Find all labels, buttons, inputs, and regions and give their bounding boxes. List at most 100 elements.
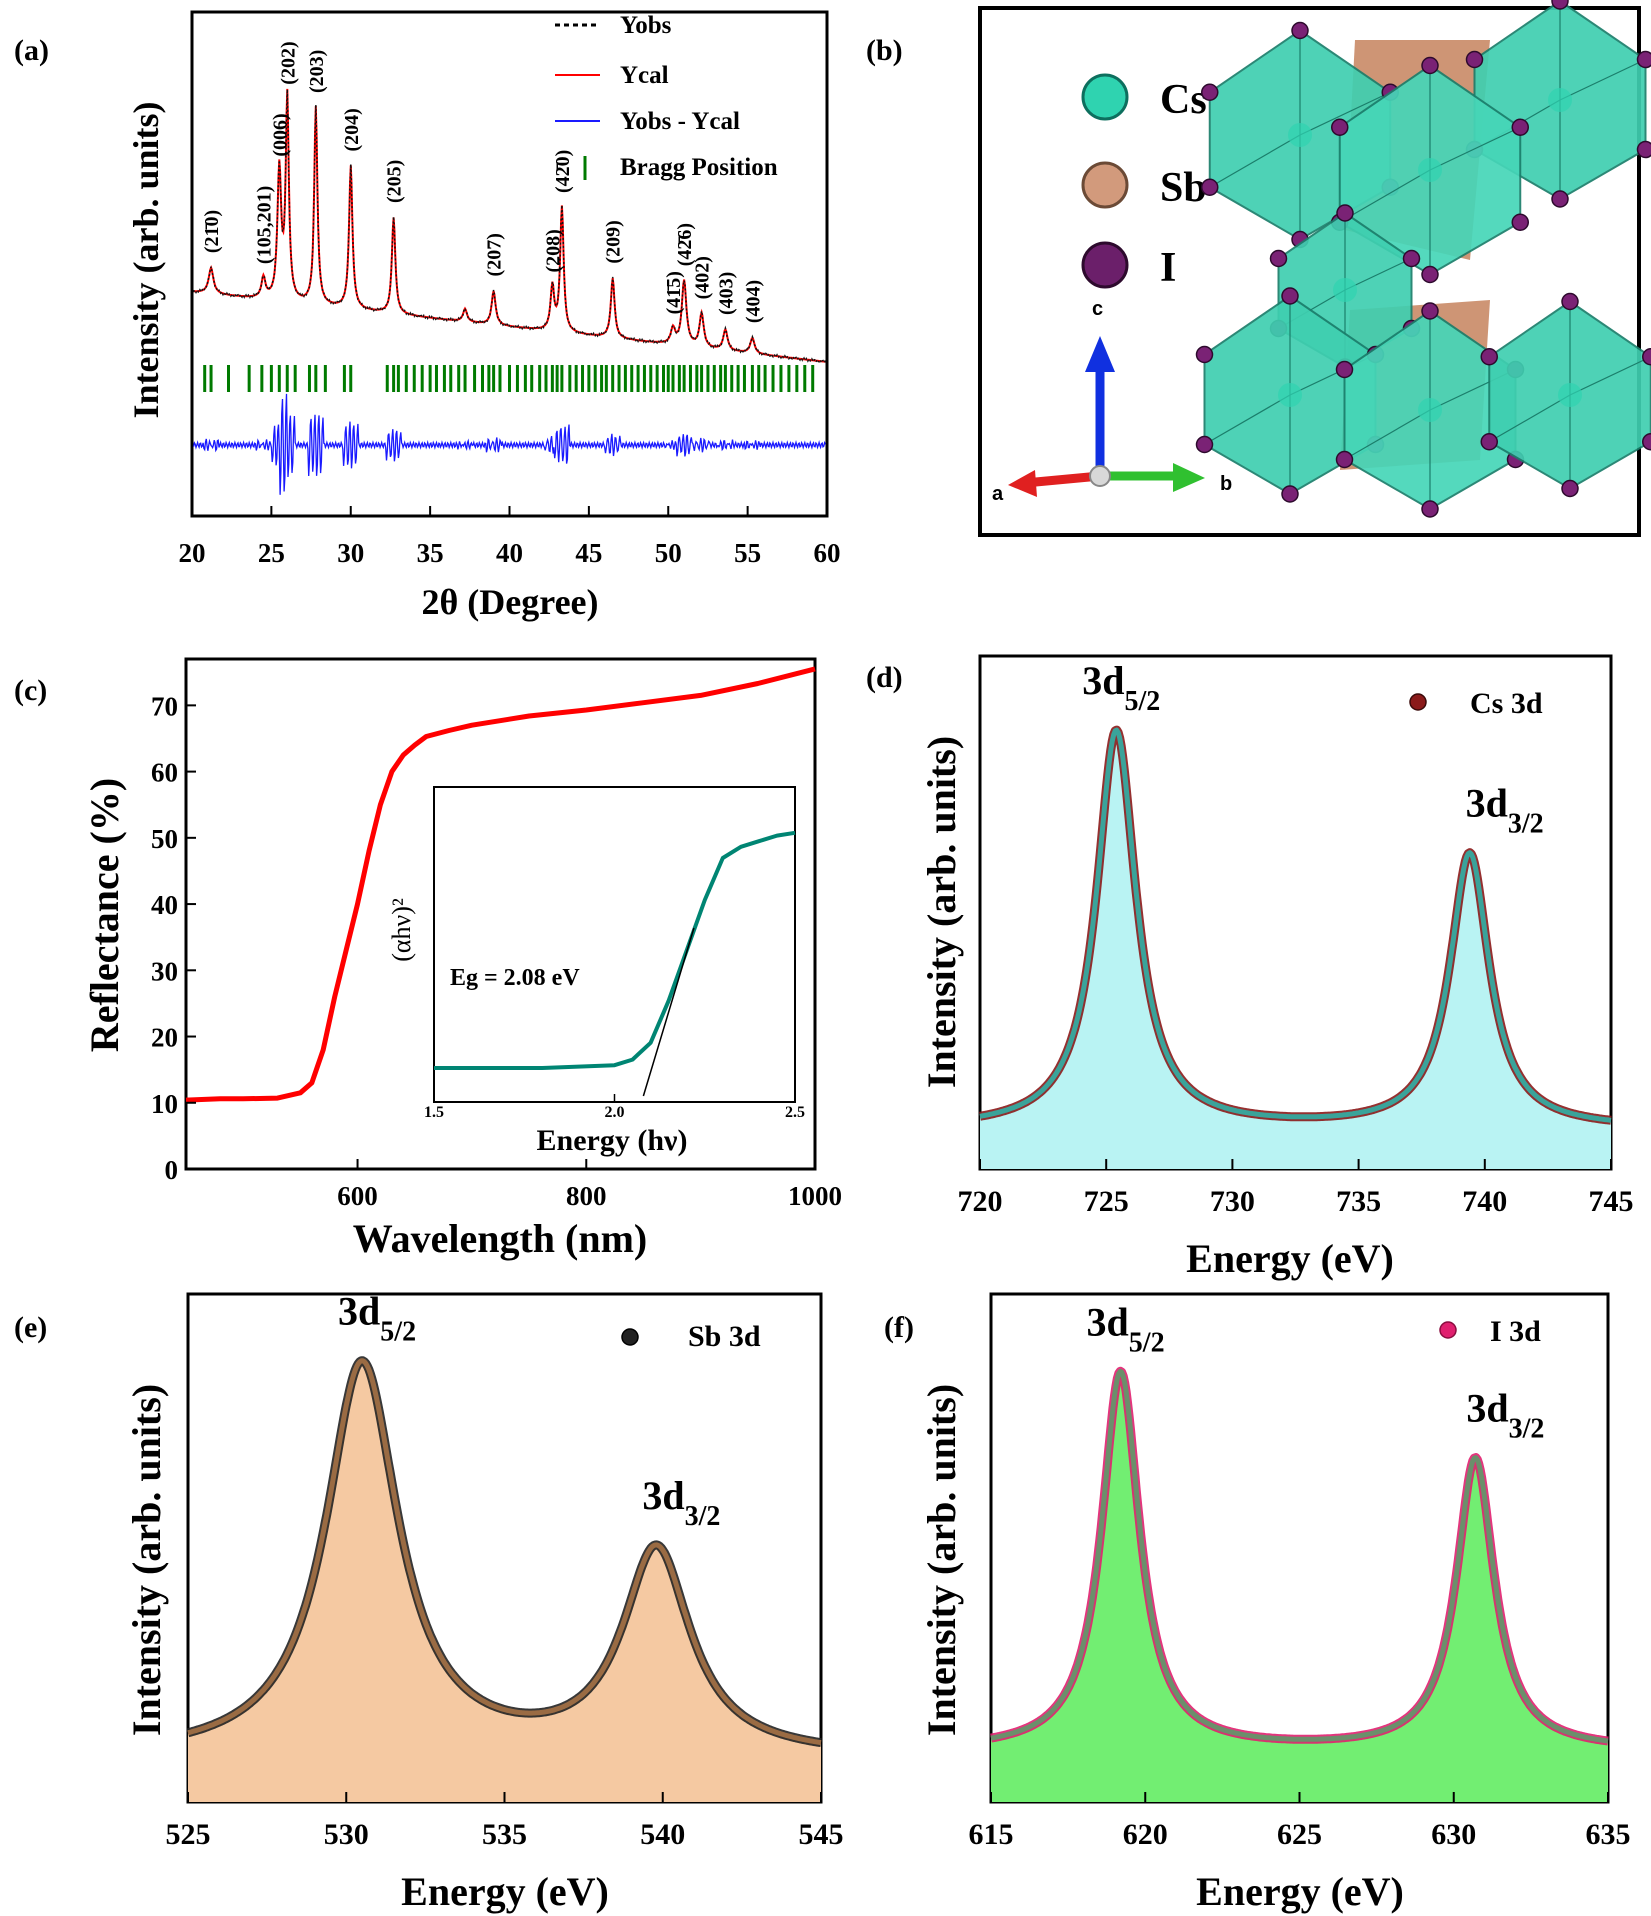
panel-label-b: (b) <box>866 34 903 67</box>
panel-label-d: (d) <box>866 661 903 694</box>
panel-label-c: (c) <box>14 674 47 707</box>
reflectance-line <box>185 666 816 1103</box>
inset-x-tick-label: 1.5 <box>424 1104 444 1121</box>
i-atom <box>1421 56 1439 75</box>
x-tick-label: 635 <box>1586 1818 1631 1851</box>
xrd-peak-label: (209) <box>603 220 625 263</box>
cs-atom-icon <box>1081 73 1129 121</box>
xps-fill-area <box>991 1371 1608 1802</box>
xrd-plot-area <box>192 88 827 495</box>
i-atom <box>1201 178 1219 196</box>
i-atom <box>1269 249 1288 268</box>
cs-atom <box>1288 123 1312 147</box>
x-tick-label: 525 <box>166 1818 211 1851</box>
panel-label-a: (a) <box>14 34 49 67</box>
xrd-y-title: Intensity (arb. units) <box>126 101 166 418</box>
i-atom <box>1561 292 1579 311</box>
i-atom <box>1551 0 1569 10</box>
inset-x-title: Energy (hν) <box>537 1124 688 1157</box>
cs3d-legend-marker <box>1409 693 1427 711</box>
structure-legend: Cs Sb I <box>1081 73 1207 291</box>
peak-label: 3d3/2 <box>1466 1385 1544 1444</box>
i-atom <box>1480 348 1498 366</box>
legend-cs-label: Cs <box>1160 77 1207 123</box>
x-tick-label: 45 <box>575 538 602 568</box>
sb3d-y-title: Intensity (arb. units) <box>124 1384 169 1736</box>
reflectance-ticks: 600 800 1000 0 10 20 30 40 50 60 70 <box>151 691 842 1211</box>
x-tick-label: 50 <box>655 538 682 568</box>
reflectance-plot-area <box>185 666 816 1103</box>
xrd-x-title: 2θ (Degree) <box>421 582 598 622</box>
x-tick-label: 20 <box>179 538 206 568</box>
peak-label: 3d5/2 <box>338 1289 416 1348</box>
xrd-peak-label: (105,201) <box>253 186 275 264</box>
panel-label-f: (f) <box>884 1311 914 1344</box>
xps-fill-area <box>980 730 1611 1169</box>
i-atom <box>1480 433 1498 451</box>
i-atom <box>1636 140 1651 159</box>
axes-triad: a b c <box>992 298 1232 505</box>
peak-label: 3d3/2 <box>642 1473 720 1532</box>
legend-yobs-label: Yobs <box>620 12 672 39</box>
x-tick-label: 535 <box>482 1818 527 1851</box>
y-tick-label: 30 <box>151 956 178 986</box>
yobs-line <box>192 89 827 365</box>
xrd-panel: (21̄0) (105,201) (006) (202) (203) (204) (205)… <box>126 10 841 622</box>
xrd-peak-label: (205) <box>384 160 406 203</box>
x-tick-label: 735 <box>1336 1185 1381 1218</box>
sb3d-peak-labels: 3d5/2 3d3/2 <box>338 1289 720 1532</box>
xps-fit-line <box>990 1368 1609 1744</box>
xrd-peak-label: (41̄5) <box>663 271 685 314</box>
a-axis-arrow <box>1024 471 1101 488</box>
tauc-inset: 1.5 2.0 2.5 Energy (hν) (αhν)² Eg = 2.08 e… <box>387 786 805 1157</box>
xrd-peak-label: (402) <box>692 256 714 299</box>
axis-c-label: c <box>1092 298 1103 320</box>
cs-atom <box>1333 278 1357 302</box>
i-atom <box>1281 485 1299 503</box>
bandgap-annotation: Eg = 2.08 eV <box>450 965 580 991</box>
x-tick-label: 35 <box>417 538 444 568</box>
x-tick-label: 620 <box>1123 1818 1168 1851</box>
cs3d-x-ticks: 720 725 730 735 740 745 <box>958 1159 1634 1218</box>
i-atom <box>1335 450 1354 469</box>
inset-plot-area <box>434 830 796 1097</box>
xrd-peak-label: (42̄0) <box>552 150 574 193</box>
i-atom <box>1511 213 1529 231</box>
sb3d-x-ticks: 525 530 535 540 545 <box>166 1792 844 1851</box>
xps-fit-line <box>979 727 1612 1123</box>
reflectance-y-title: Reflectance (%) <box>82 778 127 1052</box>
legend-ycal-label: Ycal <box>620 62 669 89</box>
legend-i-label: I <box>1160 245 1176 291</box>
xrd-peak-label: (404) <box>742 280 764 323</box>
xrd-peak-label: (204) <box>341 108 363 151</box>
sb3d-legend-label: Sb 3d <box>688 1320 761 1353</box>
a-arrowhead-icon <box>1008 470 1037 497</box>
sb-atom-icon <box>1081 161 1129 209</box>
cs3d-x-title: Energy (eV) <box>1186 1236 1394 1281</box>
i3d-legend-label: I 3d <box>1490 1315 1541 1348</box>
sb3d-plot-area <box>185 1356 824 1802</box>
cs-atom <box>1278 383 1302 407</box>
reflectance-x-title: Wavelength (nm) <box>353 1216 647 1261</box>
inset-frame <box>433 786 796 1103</box>
x-tick-label: 725 <box>1084 1185 1129 1218</box>
axis-a-label: a <box>992 483 1004 505</box>
x-tick-label: 530 <box>324 1818 369 1851</box>
cs3d-plot-area <box>977 725 1614 1169</box>
axis-b-label: b <box>1220 473 1232 495</box>
xps-fit-line <box>187 1358 822 1746</box>
xrd-peak-label: (202) <box>277 41 299 84</box>
i3d-panel: 615 620 625 630 635 Energy (eV) Intensity (a… <box>919 1292 1631 1914</box>
cs-atom <box>1418 398 1442 422</box>
xrd-peak-label: (208) <box>542 229 564 272</box>
i3d-peak-labels: 3d5/2 3d3/2 <box>1087 1299 1545 1444</box>
origin-ball <box>1089 465 1111 487</box>
i-atom <box>1281 287 1299 305</box>
i3d-plot-area <box>988 1366 1611 1802</box>
cs-atom <box>1558 383 1582 407</box>
i3d-y-title: Intensity (arb. units) <box>919 1384 964 1736</box>
i-atom <box>1336 204 1354 222</box>
i-atom <box>1421 500 1439 518</box>
